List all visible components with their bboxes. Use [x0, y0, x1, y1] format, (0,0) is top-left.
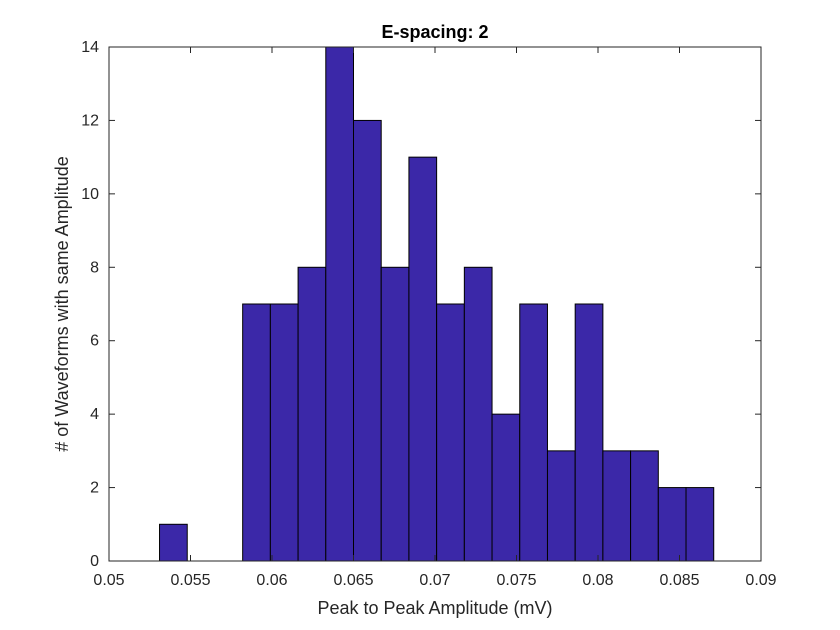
- y-tick-label: 14: [81, 39, 99, 56]
- histogram-bar: [546, 450, 576, 562]
- chart-title: E-spacing: 2: [381, 22, 488, 42]
- y-axis-label: # of Waveforms with same Amplitude: [52, 156, 72, 451]
- histogram-bar: [685, 487, 715, 562]
- histogram-bar: [574, 303, 604, 562]
- y-tick-label: 6: [90, 333, 99, 350]
- histogram-bar: [380, 266, 410, 562]
- x-tick-label: 0.065: [333, 572, 373, 589]
- bars-group: [159, 46, 715, 562]
- x-tick-label: 0.055: [170, 572, 210, 589]
- x-tick-label: 0.07: [419, 572, 450, 589]
- x-tick-label: 0.08: [582, 572, 613, 589]
- y-tick-label: 10: [81, 186, 99, 203]
- y-ticks-group: 0 2 4 6 8 10 12 14: [81, 39, 761, 570]
- histogram-bar: [242, 303, 271, 562]
- x-tick-label: 0.05: [93, 572, 124, 589]
- y-tick-label: 12: [81, 112, 99, 129]
- histogram-bar: [269, 303, 299, 562]
- x-tick-label: 0.06: [256, 572, 287, 589]
- histogram-bar: [657, 487, 687, 562]
- x-axis-label: Peak to Peak Amplitude (mV): [317, 598, 552, 618]
- histogram-bar: [630, 450, 659, 562]
- histogram-bar: [408, 156, 438, 562]
- x-tick-label: 0.075: [496, 572, 536, 589]
- x-tick-label: 0.085: [659, 572, 699, 589]
- histogram-bar: [159, 523, 188, 562]
- histogram-bar: [353, 119, 382, 562]
- histogram-bar: [519, 303, 548, 562]
- x-tick-label: 0.09: [745, 572, 776, 589]
- histogram-bar: [602, 450, 632, 562]
- histogram-bar: [297, 266, 327, 562]
- histogram-bar: [491, 413, 521, 562]
- x-ticks-group: 0.05 0.055 0.06 0.065 0.07 0.075 0.08 0.085 0.09: [93, 47, 777, 589]
- histogram-bar: [436, 303, 465, 562]
- histogram-bar: [463, 266, 493, 562]
- y-tick-label: 4: [90, 406, 99, 423]
- y-tick-label: 0: [90, 553, 99, 570]
- y-tick-label: 8: [90, 259, 99, 276]
- y-tick-label: 2: [90, 480, 99, 497]
- histogram-bar: [325, 46, 355, 562]
